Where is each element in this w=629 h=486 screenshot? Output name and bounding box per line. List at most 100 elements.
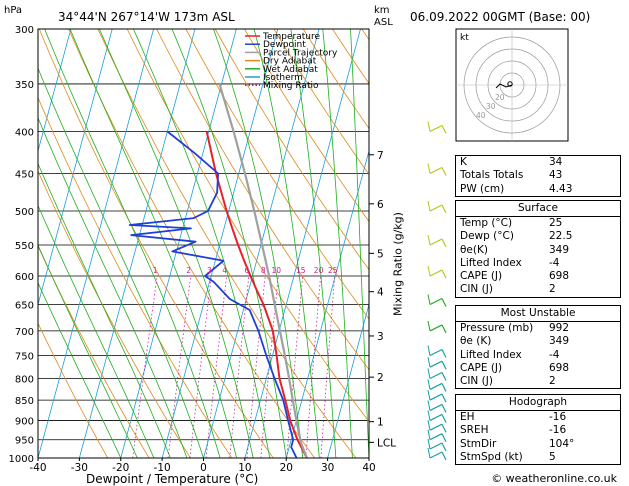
y-tick-label: 350 [15,80,34,91]
wind-barb [427,420,447,433]
y-tick-label: 750 [15,351,34,362]
wind-barb [427,320,447,334]
stat-key: θe (K) [460,335,492,348]
wind-barb-flag [441,393,447,403]
dewpoint-line [128,130,298,458]
y-tick-label: 600 [15,272,34,283]
mixing-ratio-line [246,275,266,458]
mixing-ratio-line [205,275,227,458]
stat-row: K 34 [456,156,620,169]
stat-key: θe(K) [460,243,488,256]
legend-label: Dewpoint [263,40,306,50]
wind-barb [427,368,447,381]
wind-barb [427,389,447,403]
dry-adiabat-line [244,29,369,223]
mixing-ratio-label: 2 [186,266,191,275]
y-tick-label: 550 [15,241,34,252]
wet-adiabat-line [38,204,155,458]
dry-adiabat-line [68,29,315,458]
wind-barb-flag [441,433,447,442]
wind-barb-tail [427,121,431,132]
wind-barb [427,379,447,392]
wind-barb [427,357,447,370]
wind-barb-staff [429,324,443,332]
y-tick-label: 300 [15,25,34,36]
km-tick-label: LCL [377,437,396,449]
stat-key: CIN (J) [460,283,493,296]
wind-barb-tail [427,410,431,421]
y-tick-label: 900 [15,416,34,427]
wind-barb-flag [441,423,447,433]
stats-panel-hodograph: Hodograph EH -16 SREH -16 StmDir 104° StmSp… [455,394,621,466]
x-axis-title: Dewpoint / Temperature (°C) [86,472,259,486]
wind-barb-flag [441,238,447,248]
hodograph-ring-label: 40 [476,111,486,120]
stat-value: -16 [549,411,567,423]
wind-barb-tail [427,265,431,277]
hodograph-ring-label: 30 [486,102,496,111]
dry-adiabat-line [214,29,369,271]
stat-value: -4 [549,256,560,269]
wet-adiabat-line [290,29,337,458]
x-tick-label: 20 [280,462,293,474]
stat-value: 349 [549,335,570,348]
wind-barb-flag [441,298,447,307]
km-tick-label: 7 [377,150,384,162]
km-tick-label: 1 [377,417,384,429]
hodograph-title: Hodograph [456,395,620,411]
wind-barb-tail [427,320,431,332]
wind-barb-flag [441,372,447,381]
km-unit-label: km [374,5,390,16]
stat-key: Totals Totals [460,169,524,182]
wind-barb-tail [427,429,431,440]
pressure-unit-label: hPa [4,5,23,16]
isotherm-line [244,29,361,458]
wind-barb [427,265,447,279]
isotherm-line [161,29,279,458]
wind-barb-tail [427,447,431,459]
mixing-ratio-line [320,275,336,458]
stat-row: CIN (J) 2 [456,283,620,296]
asl-unit-label: ASL [374,17,393,28]
hodograph-unit-label: kt [460,33,469,43]
wind-barb-staff [429,124,443,133]
y-tick-label: 800 [15,374,34,385]
wet-adiabat-line [350,29,369,458]
km-tick-label: 6 [377,199,384,211]
wind-barb-tail [427,357,431,368]
dry-adiabat-line [185,29,369,320]
mixing-ratio-label: 20 [314,266,324,275]
stat-row: Lifted Index -4 [456,349,620,362]
wind-barbs [427,121,447,461]
stat-row: Dewp (°C) 22.5 [456,230,620,243]
mixing-ratio-label: 25 [328,266,338,275]
wind-barb [427,438,447,452]
wind-barb-flag [441,349,447,358]
wind-barb-staff [429,348,443,357]
legend-label: Mixing Ratio [263,81,319,91]
dry-adiabat-line [38,96,233,458]
wind-barb-staff [429,297,443,306]
x-tick-label: -20 [112,462,129,474]
stats-panel-indices: K 34 Totals Totals 43 PW (cm) 4.43 [455,155,621,197]
stat-value: 104° [549,437,575,450]
km-tick-label: 5 [377,248,384,260]
wind-barb-flag [441,360,447,370]
y-tick-label: 500 [15,207,34,218]
stat-key: CAPE (J) [460,361,503,374]
stat-row: CAPE (J) 698 [456,362,620,375]
stat-value: 5 [549,450,556,463]
wet-adiabat-line [38,281,122,458]
wet-adiabat-line [322,29,353,458]
wind-barb-flag [441,383,447,392]
dry-adiabat-line [97,29,357,458]
wind-barb-tail [427,294,431,305]
wind-barb [427,410,447,423]
x-tick-label: -40 [29,462,46,474]
wet-adiabat-line [38,244,138,458]
stat-row: EH -16 [456,411,620,424]
stat-key: StmSpd (kt) [460,450,523,463]
stat-value: 34 [549,156,563,168]
